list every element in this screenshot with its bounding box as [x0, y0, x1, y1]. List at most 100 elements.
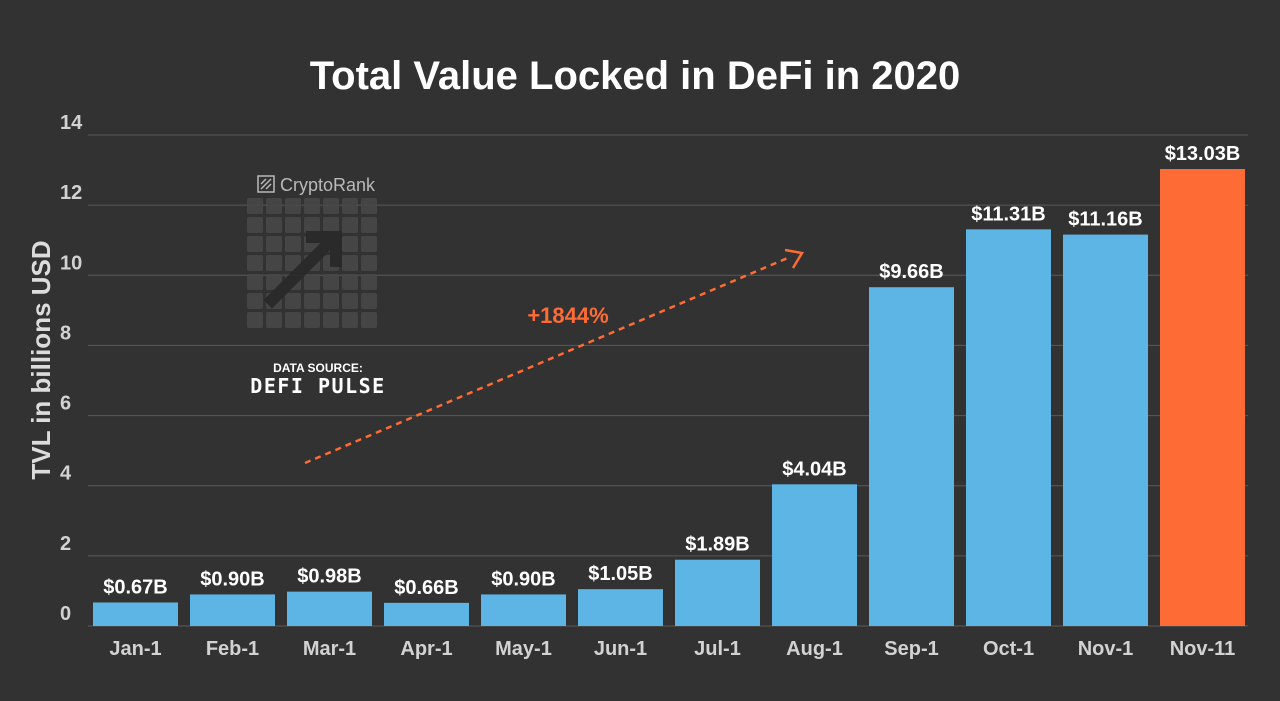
arrow-head-icon	[784, 248, 805, 269]
logo-cell	[342, 312, 358, 328]
x-tick-label: Mar-1	[303, 638, 356, 660]
x-tick-label: Jan-1	[109, 638, 161, 660]
x-tick-label: Feb-1	[206, 638, 259, 660]
bar-nov-1	[1063, 234, 1148, 627]
logo-cell	[361, 198, 377, 214]
logo-cell	[342, 274, 358, 290]
bar-apr-1	[384, 602, 469, 626]
growth-annotation: +1844%	[304, 248, 805, 465]
bar-jul-1	[675, 559, 760, 626]
bar-series	[93, 169, 1245, 627]
y-tick-labels: 0 2 4 6 8 10 12 14	[60, 112, 83, 625]
logo-cell	[361, 236, 377, 252]
bar-sep-1	[869, 287, 954, 626]
y-tick-label: 12	[60, 182, 82, 204]
data-label: $1.89B	[685, 534, 750, 556]
watermark-brand: CryptoRank	[280, 175, 376, 195]
logo-cell	[266, 312, 282, 328]
y-tick-label: 10	[60, 252, 82, 274]
y-tick-label: 0	[60, 603, 71, 625]
data-label: $0.90B	[200, 568, 265, 590]
bar-may-1	[481, 594, 566, 626]
y-tick-label: 8	[60, 322, 71, 344]
logo-cell	[361, 255, 377, 271]
logo-cell	[304, 274, 320, 290]
y-tick-label: 2	[60, 533, 71, 555]
logo-cell	[342, 236, 358, 252]
y-tick-label: 4	[60, 463, 72, 485]
logo-cell	[323, 274, 339, 290]
logo-cell	[361, 312, 377, 328]
logo-cell	[247, 236, 263, 252]
cryptorank-logo-icon	[247, 198, 377, 328]
logo-cell	[247, 293, 263, 309]
growth-label: +1844%	[527, 303, 608, 328]
watermark: CryptoRank	[247, 175, 377, 328]
data-source: DATA SOURCE: DEFI PULSE	[250, 361, 385, 398]
data-label: $4.04B	[782, 458, 847, 480]
y-tick-label: 14	[60, 112, 83, 134]
x-tick-labels: Jan-1 Feb-1 Mar-1 Apr-1 May-1 Jun-1 Jul-1 Aug-1…	[109, 638, 1235, 660]
logo-cell	[323, 217, 339, 233]
bar-aug-1	[772, 484, 857, 626]
logo-cell	[342, 198, 358, 214]
data-label: $11.31B	[971, 203, 1046, 225]
logo-cell	[285, 293, 301, 309]
data-label: $0.98B	[297, 566, 362, 588]
logo-cell	[342, 255, 358, 271]
logo-cell	[266, 217, 282, 233]
data-label: $0.66B	[394, 577, 459, 599]
chart-title: Total Value Locked in DeFi in 2020	[310, 54, 961, 98]
cryptorank-small-icon	[257, 175, 275, 193]
growth-arrow-line	[304, 255, 791, 465]
logo-cell	[361, 293, 377, 309]
logo-cell	[285, 198, 301, 214]
logo-cell	[304, 198, 320, 214]
y-axis-label: TVL in billions USD	[26, 240, 56, 479]
x-tick-label: Sep-1	[884, 638, 938, 660]
x-tick-label: Apr-1	[400, 638, 452, 660]
logo-cell	[304, 293, 320, 309]
bar-jan-1	[93, 602, 178, 626]
logo-cell	[266, 198, 282, 214]
x-tick-label: Jun-1	[594, 638, 647, 660]
logo-cell	[304, 217, 320, 233]
logo-cell	[323, 312, 339, 328]
logo-cell	[285, 217, 301, 233]
logo-cell	[361, 274, 377, 290]
bar-feb-1	[190, 594, 275, 626]
logo-cell	[247, 312, 263, 328]
logo-cell	[247, 217, 263, 233]
logo-cell	[361, 217, 377, 233]
x-tick-label: Jul-1	[694, 638, 741, 660]
logo-cell	[304, 312, 320, 328]
bar-mar-1	[287, 591, 372, 626]
logo-cell	[266, 255, 282, 271]
logo-cell	[342, 217, 358, 233]
data-label: $0.67B	[103, 577, 168, 599]
logo-cell	[266, 236, 282, 252]
data-source-name: DEFI PULSE	[250, 374, 385, 398]
logo-cell	[247, 274, 263, 290]
data-label: $1.05B	[588, 563, 653, 585]
x-tick-label: Nov-1	[1078, 638, 1134, 660]
x-tick-label: Aug-1	[786, 638, 843, 660]
logo-cell	[342, 293, 358, 309]
logo-cell	[247, 198, 263, 214]
data-labels: $0.67B $0.90B $0.98B $0.66B $0.90B $1.05B $1.8…	[103, 143, 1240, 599]
logo-cell	[285, 312, 301, 328]
bar-jun-1	[578, 589, 663, 626]
bar-oct-1	[966, 229, 1051, 626]
data-label: $9.66B	[879, 261, 944, 283]
y-tick-label: 6	[60, 393, 71, 415]
x-tick-label: May-1	[495, 638, 552, 660]
logo-arrow-mark	[263, 231, 342, 309]
logo-cell	[285, 236, 301, 252]
bar-nov-11	[1160, 169, 1245, 626]
data-label: $11.16B	[1068, 209, 1143, 231]
logo-cell	[323, 293, 339, 309]
x-tick-label: Nov-11	[1170, 638, 1236, 660]
logo-cell	[323, 198, 339, 214]
data-label: $0.90B	[491, 568, 556, 590]
